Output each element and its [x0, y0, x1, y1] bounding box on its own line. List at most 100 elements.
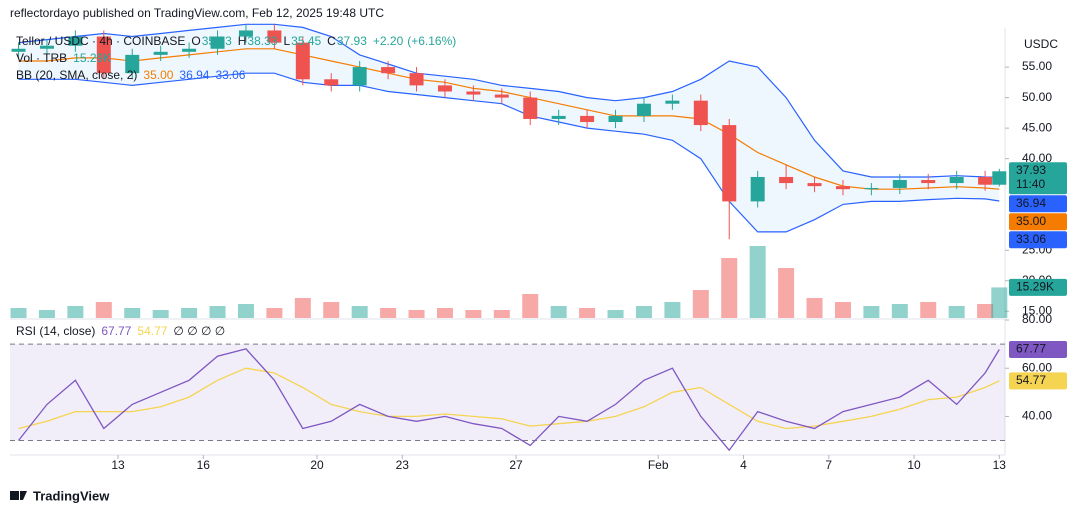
x-tick-label: 4	[740, 458, 747, 472]
volume-bar	[408, 310, 425, 318]
legend-item: H	[238, 34, 247, 48]
volume-bar	[664, 302, 681, 318]
volume-bar	[834, 302, 851, 318]
candle-body	[750, 176, 765, 202]
legend-item: 36.94	[179, 68, 209, 82]
bb-upper	[18, 23, 1000, 178]
candle-body	[978, 176, 993, 185]
axis-value-box	[1009, 231, 1067, 249]
legend-item: O	[191, 34, 200, 48]
legend-item: 33.06	[215, 68, 245, 82]
volume-bar	[124, 308, 141, 318]
legend-item: L	[283, 34, 290, 48]
legend-item: 67.77	[101, 324, 131, 338]
volume-bar	[380, 308, 397, 318]
legend-item: 35.73	[202, 34, 232, 48]
volume-bar	[550, 306, 567, 318]
volume-bar	[977, 304, 994, 318]
legend-item: +2.20	[373, 34, 404, 48]
axis-value-label: 33.06	[1016, 232, 1046, 246]
legend-item: RSI (14, close)	[16, 324, 95, 338]
candle-body	[210, 36, 225, 49]
candle-body	[267, 30, 282, 43]
x-tick-label: 7	[825, 458, 832, 472]
volume-bar	[749, 246, 766, 318]
y-tick-label: 15.00	[1022, 303, 1052, 317]
volume-bar	[607, 310, 624, 318]
y-tick-label: 50.00	[1022, 90, 1052, 104]
volume-bar	[891, 304, 908, 318]
legend-row: Tellor / USDC · 4h · COINBASE O35.73 H38.3…	[16, 34, 456, 48]
legend-item: 35.00	[143, 68, 173, 82]
candle-body	[580, 115, 595, 123]
axis-value-label: 54.77	[1016, 373, 1046, 387]
candle-body	[523, 97, 538, 119]
volume-bar	[266, 308, 283, 318]
axis-value-box	[1009, 195, 1067, 213]
candle-body	[551, 115, 566, 119]
volume-bar	[181, 308, 198, 318]
candle-body	[96, 36, 111, 74]
legend-item: 37.93	[337, 34, 367, 48]
legend-item: Tellor / USDC · 4h · COINBASE	[16, 34, 185, 48]
rsi-tick-label: 60.00	[1022, 360, 1052, 374]
legend-item: 35.45	[291, 34, 321, 48]
volume-bar	[778, 268, 795, 318]
rsi-ma-line	[18, 367, 1000, 430]
legend-item: Vol · TRB	[16, 51, 67, 65]
candle-body	[437, 85, 452, 92]
volume-bar	[436, 308, 453, 318]
volume-bar	[692, 290, 709, 318]
legend-item: (+6.16%)	[407, 34, 456, 48]
volume-bar	[948, 306, 965, 318]
footer: TradingView	[33, 488, 110, 503]
x-tick-label: Feb	[648, 458, 669, 472]
x-tick-label: 13	[111, 458, 125, 472]
candle-body	[807, 183, 822, 187]
candle-body	[693, 100, 708, 126]
candle-body	[125, 54, 140, 74]
volume-bar	[237, 304, 254, 318]
volume-bar	[323, 302, 340, 318]
x-tick-label: 20	[310, 458, 324, 472]
x-tick-label: 10	[907, 458, 921, 472]
logo	[10, 491, 27, 500]
candle-body	[608, 115, 623, 123]
candle-body	[68, 36, 83, 46]
candle-body	[409, 73, 424, 86]
axis-value-box	[1009, 162, 1067, 195]
volume-bar	[351, 306, 368, 318]
volume-bar	[806, 298, 823, 318]
volume-bar	[920, 302, 937, 318]
axis-value-label: 37.93	[1016, 163, 1046, 177]
x-tick-label: 13	[993, 458, 1007, 472]
volume-bar	[95, 302, 112, 318]
legend-item: 38.33	[247, 34, 277, 48]
rsi-band-fill	[10, 344, 1005, 441]
axis-value-label: 35.00	[1016, 214, 1046, 228]
y-tick-label: 45.00	[1022, 120, 1052, 134]
candle-body	[921, 180, 936, 184]
candle-body	[381, 67, 396, 74]
volume-bar	[67, 306, 84, 318]
volume-bar	[579, 308, 596, 318]
volume-bar	[635, 306, 652, 318]
candle-body	[779, 176, 794, 184]
candle-body	[722, 125, 737, 202]
candle-body	[238, 30, 253, 37]
rsi-tick-label: 80.00	[1022, 312, 1052, 326]
volume-bar	[10, 308, 27, 318]
axis-value-label: 36.94	[1016, 196, 1046, 210]
rsi-tick-label: 40.00	[1022, 409, 1052, 423]
candle-body	[466, 91, 481, 95]
legend-item: 15.29K	[73, 51, 111, 65]
bb-lower	[18, 72, 1000, 233]
axis-value-box	[1009, 340, 1067, 358]
legend-item: ∅ ∅ ∅ ∅	[173, 324, 225, 338]
candle-body	[864, 187, 879, 190]
candle-body	[835, 186, 850, 190]
logo-part	[10, 491, 19, 500]
legend-item: BB (20, SMA, close, 2)	[16, 68, 137, 82]
logo-part	[20, 491, 27, 500]
